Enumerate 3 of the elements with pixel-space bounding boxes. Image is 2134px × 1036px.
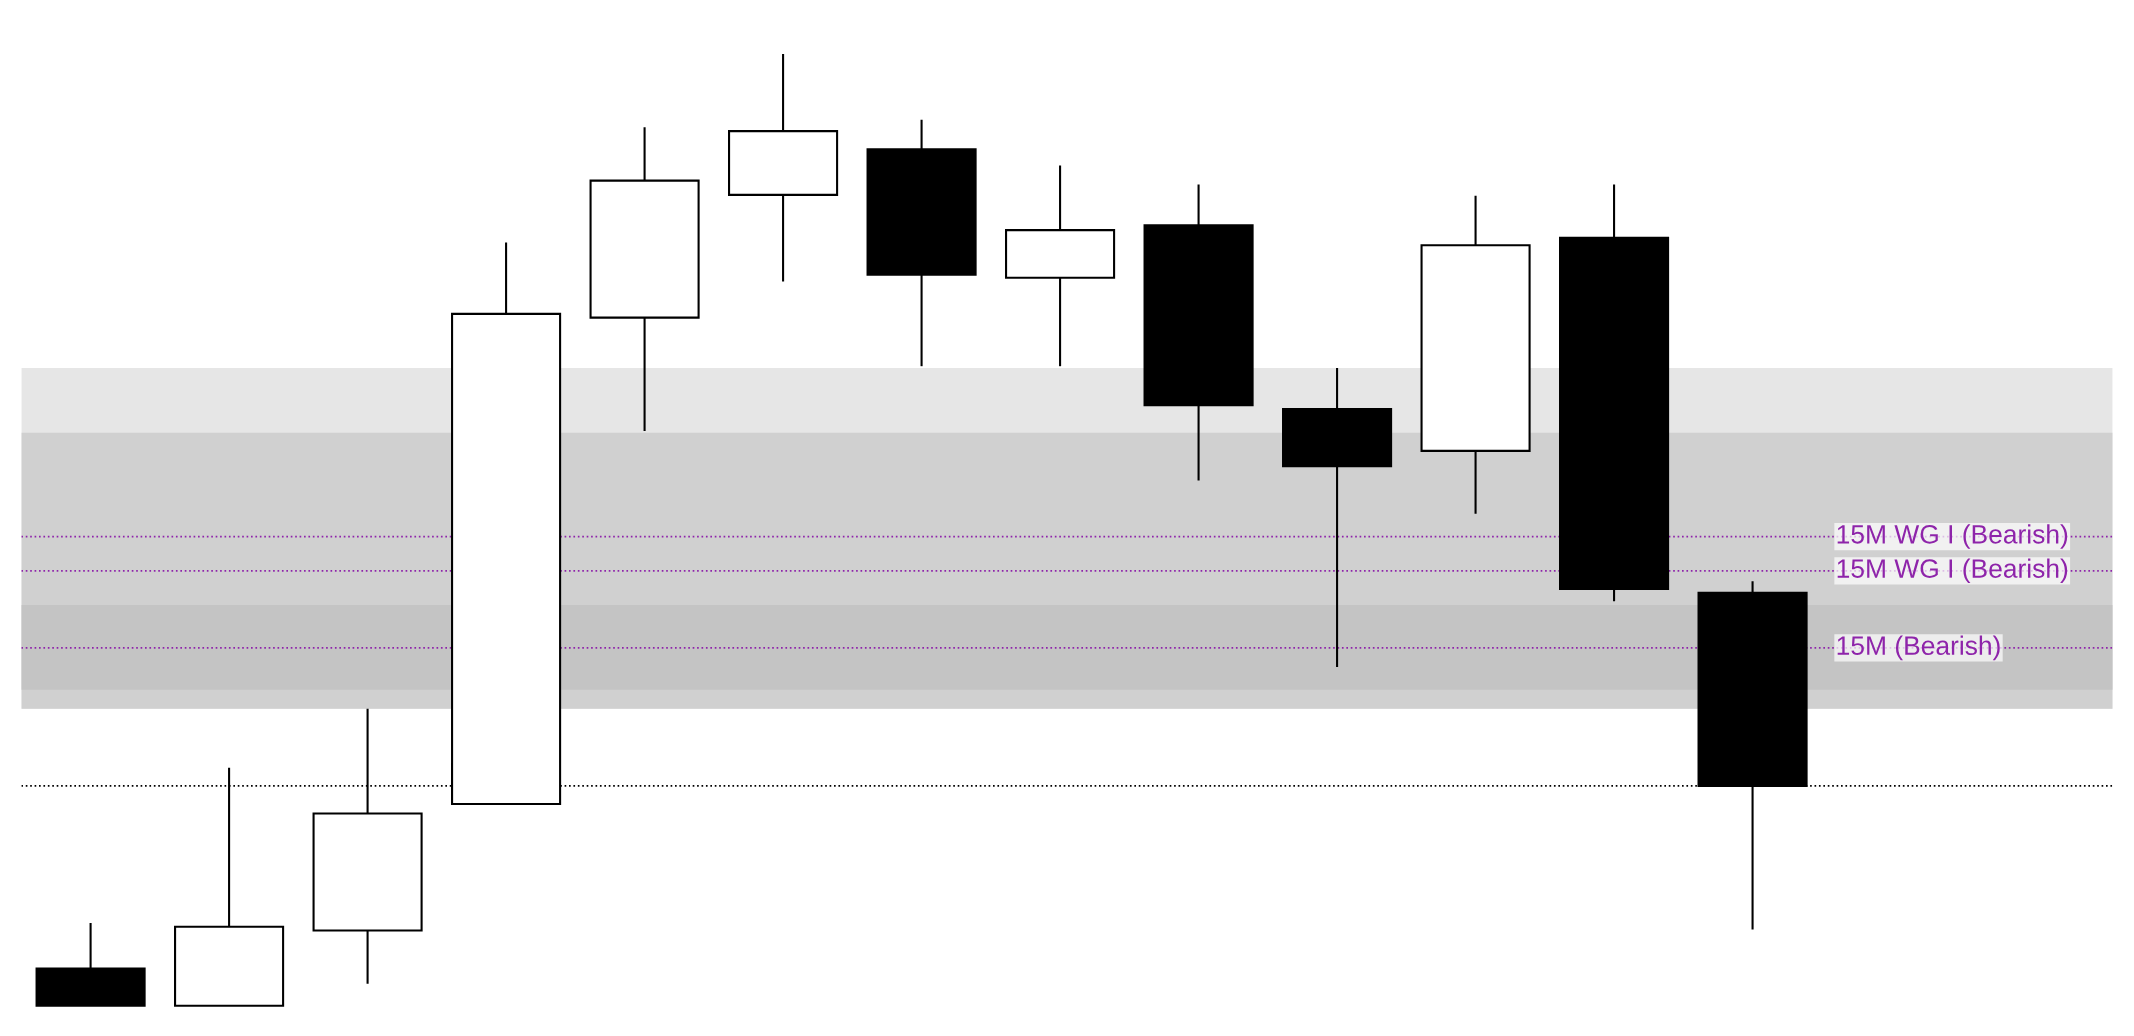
ref-line-label: 15M WG I (Bearish) <box>1837 558 2068 584</box>
ref-line-label: 15M (Bearish) <box>1837 635 2000 661</box>
ref-line-label: 15M WG I (Bearish) <box>1837 524 2068 549</box>
